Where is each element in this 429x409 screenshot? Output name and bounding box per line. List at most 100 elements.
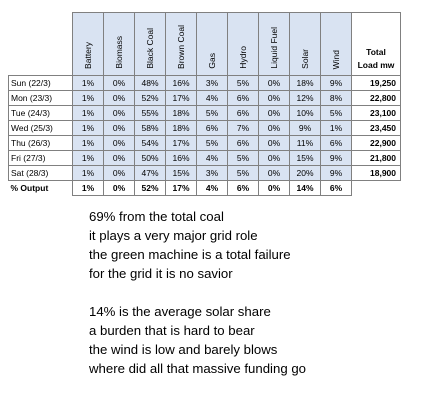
header-biomass: Biomass xyxy=(103,12,135,76)
share-cell: 16% xyxy=(165,150,197,166)
energy-mix-table: Battery Biomass Black Coal Brown Coal Ga… xyxy=(8,12,401,196)
share-cell: 18% xyxy=(289,75,321,91)
output-empty-cell xyxy=(351,180,401,196)
total-load-cell: 21,800 xyxy=(351,150,401,166)
total-load-cell: 22,900 xyxy=(351,135,401,151)
total-load-cell: 19,250 xyxy=(351,75,401,91)
share-cell: 3% xyxy=(196,165,228,181)
share-cell: 52% xyxy=(134,90,166,106)
share-cell: 18% xyxy=(165,105,197,121)
poem-line: a burden that is hard to bear xyxy=(89,323,255,338)
share-cell: 1% xyxy=(72,150,104,166)
share-cell: 0% xyxy=(103,90,135,106)
table-row: Mon (23/3) 1% 0% 52% 17% 4% 6% 0% 12% 8% 22,800 xyxy=(8,90,401,106)
day-label: Fri (27/3) xyxy=(8,150,73,166)
share-cell: 0% xyxy=(258,150,290,166)
stanza-gap xyxy=(89,283,306,302)
total-load-cell: 18,900 xyxy=(351,165,401,181)
poem-line: 69% from the total coal xyxy=(89,209,224,224)
output-cell: 0% xyxy=(258,180,290,196)
output-cell: 17% xyxy=(165,180,197,196)
share-cell: 0% xyxy=(103,135,135,151)
share-cell: 58% xyxy=(134,120,166,136)
share-cell: 17% xyxy=(165,135,197,151)
day-label: Thu (26/3) xyxy=(8,135,73,151)
header-black-coal: Black Coal xyxy=(134,12,166,76)
poem-line: the green machine is a total failure xyxy=(89,247,291,262)
share-cell: 6% xyxy=(196,120,228,136)
share-cell: 1% xyxy=(72,165,104,181)
share-cell: 16% xyxy=(165,75,197,91)
output-cell: 4% xyxy=(196,180,228,196)
share-cell: 15% xyxy=(289,150,321,166)
share-cell: 3% xyxy=(196,75,228,91)
share-cell: 10% xyxy=(289,105,321,121)
day-label: Mon (23/3) xyxy=(8,90,73,106)
share-cell: 17% xyxy=(165,90,197,106)
day-label: Tue (24/3) xyxy=(8,105,73,121)
day-label: Wed (25/3) xyxy=(8,120,73,136)
share-cell: 0% xyxy=(258,165,290,181)
total-load-cell: 23,100 xyxy=(351,105,401,121)
share-cell: 1% xyxy=(72,135,104,151)
poem-line: 14% is the average solar share xyxy=(89,304,271,319)
total-load-cell: 23,450 xyxy=(351,120,401,136)
share-cell: 9% xyxy=(320,150,352,166)
share-cell: 1% xyxy=(72,120,104,136)
table-row: Sat (28/3) 1% 0% 47% 15% 3% 5% 0% 20% 9% 18,900 xyxy=(8,165,401,181)
share-cell: 0% xyxy=(103,105,135,121)
share-cell: 15% xyxy=(165,165,197,181)
share-cell: 9% xyxy=(320,165,352,181)
share-cell: 0% xyxy=(258,135,290,151)
share-cell: 12% xyxy=(289,90,321,106)
share-cell: 5% xyxy=(196,135,228,151)
output-cell: 1% xyxy=(72,180,104,196)
table-row: Thu (26/3) 1% 0% 54% 17% 5% 6% 0% 11% 6% 22,900 xyxy=(8,135,401,151)
share-cell: 50% xyxy=(134,150,166,166)
share-cell: 48% xyxy=(134,75,166,91)
corner-cell xyxy=(8,12,73,76)
share-cell: 0% xyxy=(103,150,135,166)
output-row: % Output 1% 0% 52% 17% 4% 6% 0% 14% 6% xyxy=(8,180,401,196)
share-cell: 1% xyxy=(72,75,104,91)
share-cell: 6% xyxy=(227,135,259,151)
share-cell: 18% xyxy=(165,120,197,136)
share-cell: 47% xyxy=(134,165,166,181)
output-cell: 0% xyxy=(103,180,135,196)
share-cell: 0% xyxy=(258,120,290,136)
header-solar: Solar xyxy=(289,12,321,76)
share-cell: 55% xyxy=(134,105,166,121)
header-wind: Wind xyxy=(320,12,352,76)
share-cell: 1% xyxy=(72,90,104,106)
share-cell: 1% xyxy=(72,105,104,121)
share-cell: 9% xyxy=(320,75,352,91)
share-cell: 0% xyxy=(103,120,135,136)
poem-line: for the grid it is no savior xyxy=(89,266,233,281)
share-cell: 5% xyxy=(227,75,259,91)
output-cell: 52% xyxy=(134,180,166,196)
share-cell: 8% xyxy=(320,90,352,106)
poem-line: it plays a very major grid role xyxy=(89,228,258,243)
share-cell: 0% xyxy=(258,105,290,121)
total-load-cell: 22,800 xyxy=(351,90,401,106)
header-battery: Battery xyxy=(72,12,104,76)
header-brown-coal: Brown Coal xyxy=(165,12,197,76)
share-cell: 5% xyxy=(320,105,352,121)
share-cell: 9% xyxy=(289,120,321,136)
header-row: Battery Biomass Black Coal Brown Coal Ga… xyxy=(8,12,401,76)
share-cell: 4% xyxy=(196,150,228,166)
table-row: Fri (27/3) 1% 0% 50% 16% 4% 5% 0% 15% 9% 21,800 xyxy=(8,150,401,166)
share-cell: 20% xyxy=(289,165,321,181)
share-cell: 6% xyxy=(227,105,259,121)
share-cell: 1% xyxy=(320,120,352,136)
output-cell: 6% xyxy=(227,180,259,196)
output-cell: 6% xyxy=(320,180,352,196)
day-label: Sun (22/3) xyxy=(8,75,73,91)
table-row: Wed (25/3) 1% 0% 58% 18% 6% 7% 0% 9% 1% 23,450 xyxy=(8,120,401,136)
output-cell: 14% xyxy=(289,180,321,196)
day-label: Sat (28/3) xyxy=(8,165,73,181)
table-row: Tue (24/3) 1% 0% 55% 18% 5% 6% 0% 10% 5% 23,100 xyxy=(8,105,401,121)
poem-line: the wind is low and barely blows xyxy=(89,342,278,357)
share-cell: 6% xyxy=(227,90,259,106)
share-cell: 54% xyxy=(134,135,166,151)
